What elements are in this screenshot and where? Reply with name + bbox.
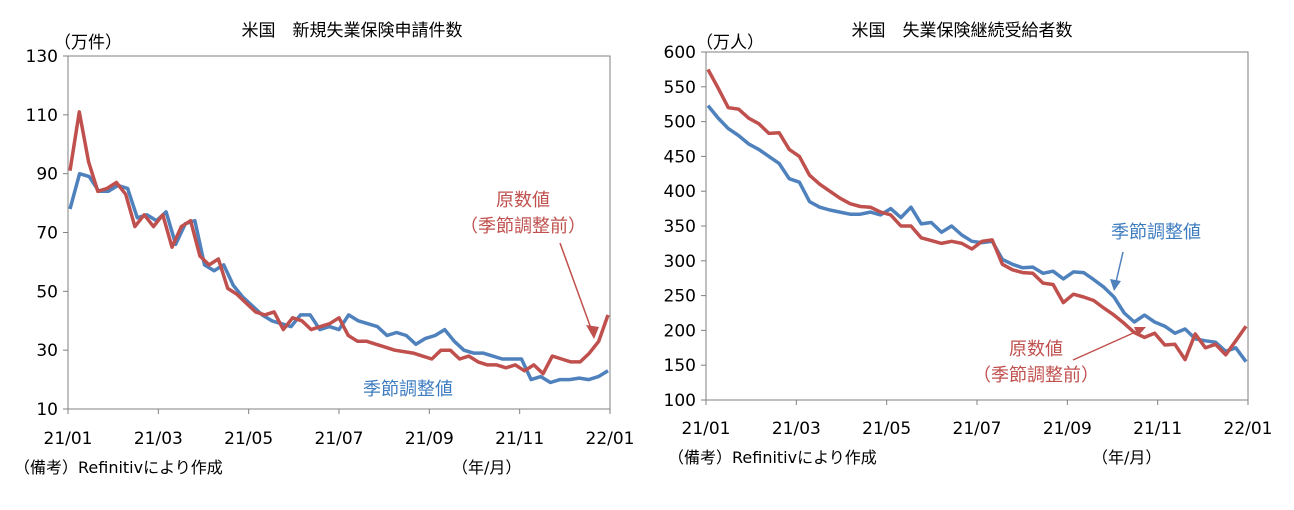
x-tick-label: 21/11 [1133,419,1182,439]
y-tick-label: 150 [664,356,696,376]
label-nsa-line1: 原数値 [496,190,550,211]
arrow-nsa [1072,329,1141,361]
y-tick-label: 110 [26,106,58,126]
source-note: （備考）Refinitivにより作成 [668,448,877,467]
x-tick-label: 22/01 [1224,419,1273,439]
arrow-head-nsa [586,325,599,339]
x-tick-label: 21/07 [953,419,1002,439]
arrow-nsa [559,242,594,335]
y-tick-label: 130 [26,47,58,67]
label-sa: 季節調整値 [1111,222,1201,243]
y-tick-label: 450 [664,147,696,167]
series-line-sa [706,104,1248,363]
x-period-label: （年/月） [452,458,521,477]
y-axis: 600 550 500 450 400 350 300 250 200 150 100 [664,43,706,411]
x-tick-label: 21/11 [495,429,544,449]
x-tick-label: 22/01 [586,429,635,449]
chart-initial-claims: 米国 新規失業保険申請件数 （万件） 130 110 90 70 50 30 10 21/0… [14,21,635,477]
y-tick-label: 50 [36,282,58,302]
series-lines [68,110,610,385]
y-tick-label: 250 [664,287,696,307]
y-unit-label: （万人） [696,33,764,53]
series-lines [706,68,1248,363]
chart-continuing-claims: 米国 失業保険継続受給者数 （万人） 600 550 500 450 400 350 300… [664,21,1273,467]
y-tick-label: 500 [664,113,696,133]
y-tick-label: 90 [36,165,58,185]
x-tick-label: 21/07 [315,429,364,449]
y-tick-label: 70 [36,224,58,244]
x-tick-label: 21/09 [1043,419,1092,439]
y-tick-label: 300 [664,252,696,272]
y-tick-label: 10 [36,400,58,420]
x-axis: 21/01 21/03 21/05 21/07 21/09 21/11 22/01 [682,400,1273,439]
chart-title: 米国 失業保険継続受給者数 [852,21,1073,41]
x-tick-label: 21/01 [682,419,731,439]
x-axis: 21/01 21/03 21/05 21/07 21/09 21/11 22/01 [44,409,635,449]
arrow-head-sa [1110,279,1121,291]
y-tick-label: 100 [664,391,696,411]
arrow-sa [1115,251,1124,283]
x-tick-label: 21/01 [44,429,93,449]
y-axis: 130 110 90 70 50 30 10 [26,47,68,420]
label-nsa-line2: （季節調整前） [460,216,586,237]
series-line-nsa [68,110,610,376]
y-unit-label: （万件） [54,33,122,53]
y-tick-label: 200 [664,321,696,341]
y-tick-label: 400 [664,182,696,202]
y-tick-label: 30 [36,341,58,361]
label-sa: 季節調整値 [363,379,453,400]
x-tick-label: 21/03 [772,419,821,439]
x-tick-label: 21/05 [862,419,911,439]
label-nsa-line1: 原数値 [1009,339,1063,360]
x-tick-label: 21/05 [224,429,273,449]
x-tick-label: 21/03 [134,429,183,449]
source-note: （備考）Refinitivにより作成 [14,458,223,477]
chart-title: 米国 新規失業保険申請件数 [242,21,463,41]
y-tick-label: 550 [664,78,696,98]
y-tick-label: 600 [664,43,696,63]
arrow-head-nsa [1134,327,1146,336]
x-period-label: （年/月） [1092,448,1161,467]
x-tick-label: 21/09 [405,429,454,449]
series-line-nsa [706,68,1248,362]
y-tick-label: 350 [664,217,696,237]
label-nsa-line2: （季節調整前） [973,365,1099,386]
